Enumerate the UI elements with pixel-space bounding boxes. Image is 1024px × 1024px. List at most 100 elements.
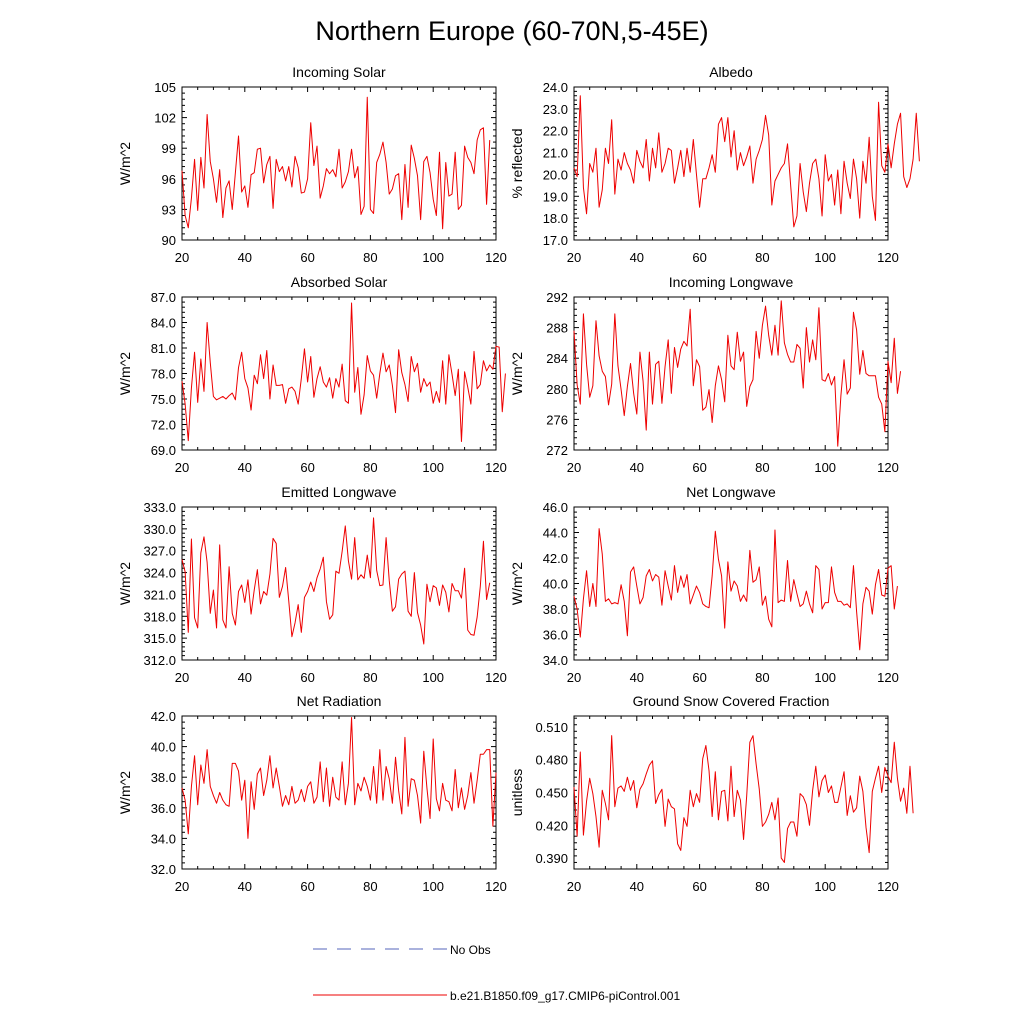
y-tick-label: 0.420 [535,818,568,833]
y-tick-label: 0.450 [535,786,568,801]
panel-5: Emitted Longwave 20 40 60 80 100 120 312.0 315.0… [117,484,507,685]
y-tick-label: 315.0 [143,631,176,646]
y-tick-label: 84.0 [151,316,176,331]
panel-title: Emitted Longwave [281,484,396,500]
x-tick-label: 40 [238,460,252,475]
y-tick-label: 324.0 [143,566,176,581]
x-tick-label: 40 [630,460,644,475]
x-tick-label: 20 [175,879,189,894]
panel-2: Albedo 20 40 60 80 100 120 17.0 18.0 19.0 20.0 21.0… [509,64,920,265]
legend-label-no-obs: No Obs [450,943,491,957]
x-tick-label: 20 [567,250,581,265]
x-tick-label: 120 [877,879,899,894]
x-tick-label: 100 [422,460,444,475]
panel-title: Incoming Longwave [669,274,794,290]
panel-title: Albedo [709,64,753,80]
y-tick-label: 288 [546,321,568,336]
y-tick-label: 34.0 [543,653,568,668]
x-tick-label: 80 [363,250,377,265]
y-axis-label: W/m^2 [509,562,525,605]
x-tick-label: 60 [692,250,706,265]
legend-label-model: b.e21.B1850.f09_g17.CMIP6-piControl.001 [450,989,680,1003]
x-tick-label: 40 [238,250,252,265]
x-tick-label: 60 [692,460,706,475]
panel-7: Net Radiation 20 40 60 80 100 120 32.0 34.0 36.0 3… [117,693,507,894]
x-tick-label: 80 [755,879,769,894]
y-tick-label: 69.0 [151,443,176,458]
panel-title: Incoming Solar [292,64,386,80]
y-tick-label: 21.0 [543,146,568,161]
panel-title: Absorbed Solar [291,274,388,290]
x-tick-label: 80 [363,460,377,475]
y-tick-label: 42.0 [543,551,568,566]
x-tick-label: 60 [692,879,706,894]
x-tick-label: 100 [814,250,836,265]
y-tick-label: 20.0 [543,167,568,182]
y-tick-label: 36.0 [543,628,568,643]
x-tick-label: 40 [630,250,644,265]
x-tick-label: 120 [485,670,507,685]
y-tick-label: 93 [162,202,176,217]
y-tick-label: 312.0 [143,653,176,668]
y-tick-label: 32.0 [151,862,176,877]
y-tick-label: 280 [546,382,568,397]
series-line [181,96,491,230]
y-tick-label: 44.0 [543,526,568,541]
x-tick-label: 60 [300,250,314,265]
x-tick-label: 40 [238,879,252,894]
y-tick-label: 23.0 [543,102,568,117]
y-tick-label: 330.0 [143,522,176,537]
x-tick-label: 120 [877,250,899,265]
y-axis-label: W/m^2 [117,142,133,185]
series-line [573,735,914,863]
page-title: Northern Europe (60-70N,5-45E) [315,16,708,46]
y-axis-label: % reflected [509,128,525,198]
series-line [181,717,497,839]
y-tick-label: 42.0 [151,709,176,724]
y-tick-label: 22.0 [543,124,568,139]
series-line [181,517,491,645]
y-tick-label: 38.0 [151,770,176,785]
x-tick-label: 100 [814,879,836,894]
y-axis-label: W/m^2 [117,562,133,605]
y-tick-label: 276 [546,412,568,427]
x-tick-label: 20 [175,460,189,475]
x-tick-label: 120 [485,250,507,265]
y-tick-label: 105 [154,80,176,95]
legend: No Obs b.e21.B1850.f09_g17.CMIP6-piContr… [313,943,680,1003]
y-tick-label: 87.0 [151,290,176,305]
y-axis-label: W/m^2 [509,352,525,395]
y-tick-label: 0.480 [535,753,568,768]
y-axis-label: W/m^2 [117,771,133,814]
y-tick-label: 284 [546,351,568,366]
x-tick-label: 40 [238,670,252,685]
x-tick-label: 120 [485,460,507,475]
x-tick-label: 80 [363,670,377,685]
y-tick-label: 75.0 [151,392,176,407]
y-tick-label: 36.0 [151,801,176,816]
y-tick-label: 272 [546,443,568,458]
y-tick-label: 0.510 [535,720,568,735]
y-tick-label: 0.390 [535,851,568,866]
series-line [573,300,902,447]
y-tick-label: 17.0 [543,233,568,248]
x-tick-label: 20 [567,460,581,475]
y-tick-label: 38.0 [543,602,568,617]
x-tick-label: 100 [422,250,444,265]
y-tick-label: 19.0 [543,189,568,204]
y-tick-label: 40.0 [151,740,176,755]
y-tick-label: 34.0 [151,831,176,846]
x-tick-label: 80 [755,670,769,685]
x-tick-label: 80 [363,879,377,894]
x-tick-label: 120 [877,670,899,685]
y-tick-label: 99 [162,141,176,156]
x-tick-label: 20 [175,670,189,685]
x-tick-label: 120 [877,460,899,475]
y-tick-label: 318.0 [143,609,176,624]
x-tick-label: 80 [755,250,769,265]
series-line [573,95,920,228]
panel-grid: Incoming Solar 20 40 60 80 100 120 90 93 96 99 102 1… [117,64,920,894]
x-tick-label: 100 [814,670,836,685]
y-tick-label: 72.0 [151,418,176,433]
